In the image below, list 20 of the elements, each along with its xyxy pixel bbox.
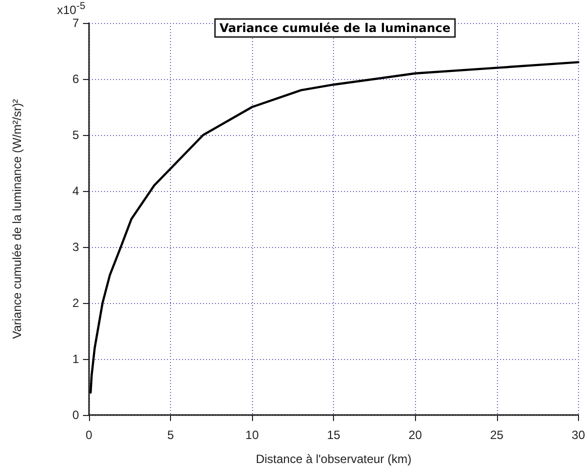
y-tick-label: 5 [72, 128, 80, 142]
line-series [90, 61, 580, 394]
y-tick-label: 7 [72, 16, 80, 30]
x-axis-title: Distance à l'observateur (km) [256, 452, 412, 466]
x-tick-label: 20 [408, 428, 422, 442]
y-tick-label: 6 [72, 72, 80, 86]
y-tick-label: 3 [72, 240, 80, 254]
chart-title: Variance cumulée de la luminance [219, 21, 451, 35]
x-tick-label: 5 [167, 428, 174, 442]
y-tick-label: 1 [72, 352, 80, 366]
text: x10$^{-5}$ [57, 0, 86, 17]
y-axis-title: Variance cumulée de la luminance (W/m²/sr)² [10, 99, 24, 339]
x-tick-label: 25 [490, 428, 504, 442]
x-tick-label: 30 [572, 428, 586, 442]
y-tick-label: 2 [72, 296, 80, 310]
x-tick-label: 10 [245, 428, 260, 442]
y-tick-label: 4 [72, 184, 80, 198]
x-tick-label: 0 [86, 428, 93, 442]
x-tick-label: 15 [326, 428, 341, 442]
y-tick-label: 0 [72, 408, 80, 422]
